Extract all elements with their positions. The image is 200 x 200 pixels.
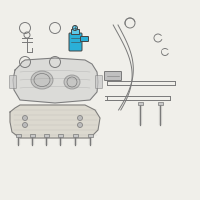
Polygon shape: [162, 50, 168, 52]
Bar: [88, 134, 92, 137]
Bar: [72, 134, 78, 137]
Polygon shape: [155, 36, 162, 38]
FancyBboxPatch shape: [96, 75, 102, 88]
Polygon shape: [10, 105, 100, 138]
Bar: [16, 134, 21, 137]
Circle shape: [78, 122, 83, 128]
FancyBboxPatch shape: [10, 75, 16, 88]
Circle shape: [22, 122, 28, 128]
Bar: [71, 29, 79, 34]
Circle shape: [22, 116, 28, 120]
FancyBboxPatch shape: [69, 33, 82, 51]
Bar: [44, 134, 48, 137]
Ellipse shape: [64, 75, 80, 89]
Circle shape: [72, 25, 78, 30]
FancyBboxPatch shape: [80, 36, 88, 42]
Bar: [58, 134, 62, 137]
Circle shape: [78, 116, 83, 120]
FancyBboxPatch shape: [104, 72, 122, 80]
Bar: [30, 134, 35, 137]
Bar: [138, 102, 142, 105]
Polygon shape: [13, 58, 98, 103]
Bar: [158, 102, 162, 105]
Ellipse shape: [31, 71, 53, 89]
